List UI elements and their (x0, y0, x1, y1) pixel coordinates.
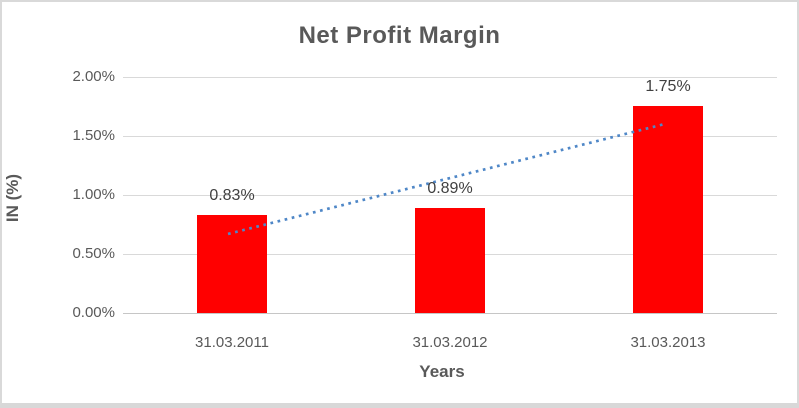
gridline (123, 136, 777, 137)
x-axis-title: Years (419, 362, 465, 381)
bar-31.03.2012 (415, 208, 485, 313)
data-label: 0.83% (209, 187, 255, 204)
gridline (123, 195, 777, 196)
x-axis-tick-label: 31.03.2013 (630, 334, 706, 351)
x-axis-tick-label: 31.03.2012 (412, 334, 488, 351)
y-axis-tick-label: 0.50% (72, 245, 115, 262)
y-axis-tick-label: 2.00% (72, 68, 115, 85)
x-axis-line (123, 313, 777, 314)
y-axis-tick-label: 1.00% (72, 186, 115, 203)
bar-31.03.2013 (633, 106, 703, 313)
trendline-path (227, 122, 665, 236)
data-label: 1.75% (645, 78, 691, 95)
y-axis-tick-label: 0.00% (72, 304, 115, 321)
gridline (123, 77, 777, 78)
data-label: 0.89% (427, 180, 473, 197)
plot-area (123, 77, 777, 314)
x-axis-tick-label: 31.03.2011 (195, 334, 269, 351)
bar-31.03.2011 (197, 215, 267, 313)
chart-title: Net Profit Margin (298, 22, 501, 49)
y-axis-tick-label: 1.50% (72, 127, 115, 144)
y-axis-title: IN (%) (3, 173, 22, 223)
trendline (227, 122, 665, 236)
